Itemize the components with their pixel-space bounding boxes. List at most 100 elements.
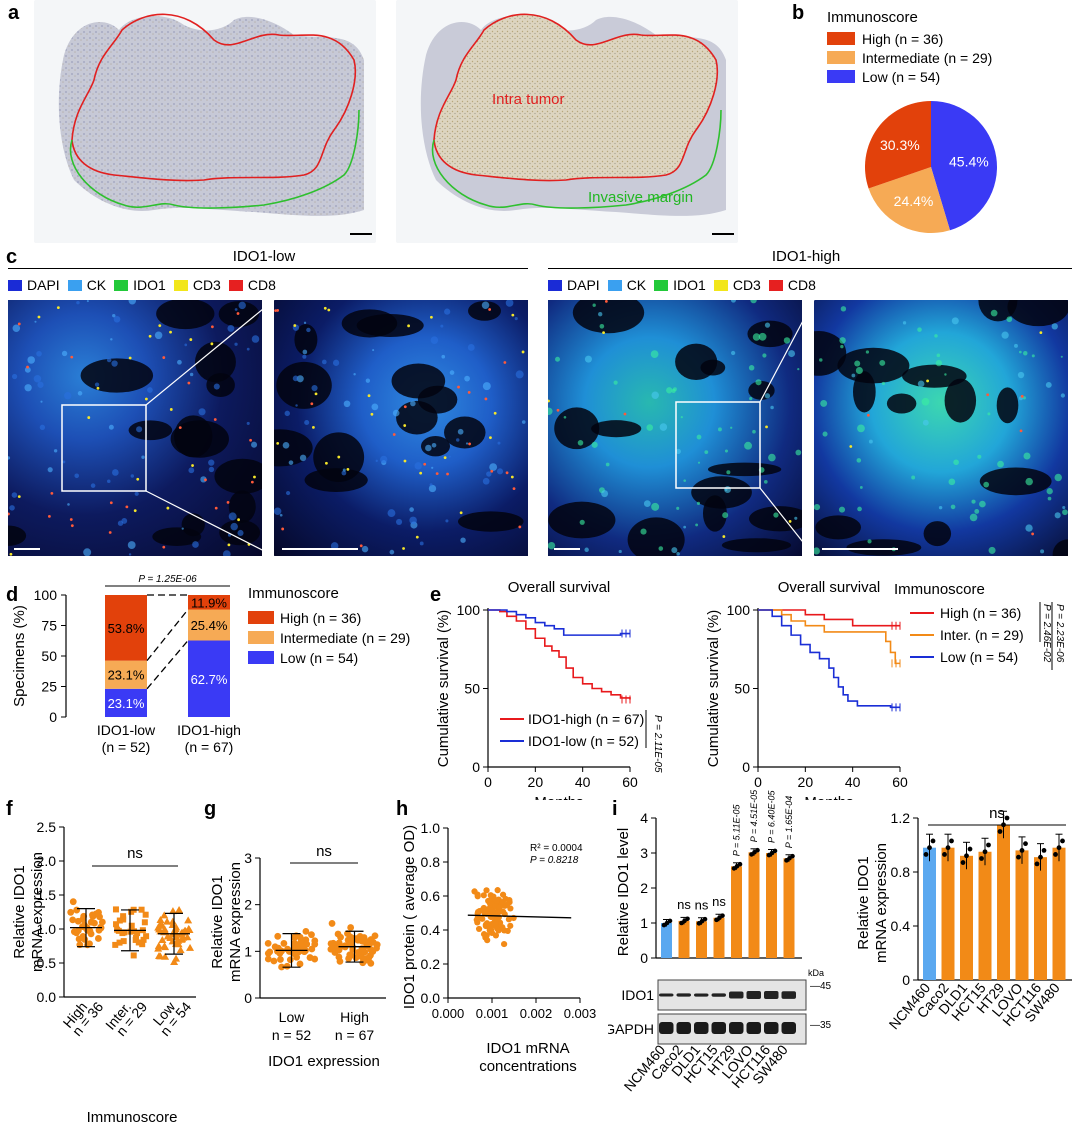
cell-signal xyxy=(482,477,490,485)
cell-signal xyxy=(696,434,702,440)
x-category-label: (n = 52) xyxy=(102,739,151,755)
legend-swatch xyxy=(228,280,243,291)
data-point xyxy=(170,958,179,966)
cell-signal xyxy=(306,327,311,333)
cell-signal xyxy=(814,547,820,555)
tissue-gap xyxy=(996,387,1019,424)
cell-signal xyxy=(77,391,83,396)
regression-line xyxy=(467,914,572,919)
data-point xyxy=(277,956,284,963)
cell-signal xyxy=(9,505,15,511)
legend-title: Immunoscore xyxy=(248,585,339,602)
t-cell-dot xyxy=(237,518,240,522)
cell-signal xyxy=(389,549,395,555)
survival-curve xyxy=(758,609,900,627)
data-point xyxy=(296,960,304,968)
significance-label: ns xyxy=(127,845,143,862)
legend-label: Low (n = 54) xyxy=(280,650,358,666)
cell-signal xyxy=(1006,316,1013,323)
cell-signal xyxy=(840,344,844,349)
p-value-label: P = 4.51E-05 xyxy=(749,790,759,842)
cell-signal xyxy=(697,461,701,464)
if-image-ido1-high-zoom xyxy=(814,300,1068,556)
cell-signal xyxy=(112,313,116,318)
t-cell-dot xyxy=(125,505,129,509)
x-category-label: Low xyxy=(279,1009,306,1025)
data-point xyxy=(283,962,291,970)
cell-signal xyxy=(332,359,340,366)
legend-label: CD8 xyxy=(247,277,276,293)
significance-label: ns xyxy=(677,897,691,912)
replicate-point xyxy=(942,852,947,857)
legend-label: CK xyxy=(626,277,647,293)
replicate-point xyxy=(1060,838,1065,844)
panel-letter-g: g xyxy=(204,798,217,820)
t-cell-dot xyxy=(158,324,162,328)
t-cell-dot xyxy=(166,506,170,510)
t-cell-dot xyxy=(1019,429,1023,433)
cell-signal xyxy=(496,468,504,475)
t-cell-dot xyxy=(402,547,405,550)
cell-signal xyxy=(1051,323,1058,330)
cell-signal xyxy=(61,350,68,357)
panel-letter-a: a xyxy=(8,2,20,24)
x-category-label: High xyxy=(340,1009,369,1025)
cell-signal xyxy=(141,455,145,459)
cell-signal xyxy=(934,334,938,338)
data-point xyxy=(505,916,512,923)
panel-letter-b: b xyxy=(792,2,805,24)
data-point xyxy=(347,924,355,931)
data-point xyxy=(176,946,185,954)
cell-signal xyxy=(467,344,475,351)
cell-signal xyxy=(177,359,182,365)
y-tick-label: 50 xyxy=(734,681,750,697)
y-axis-label: mRNA expression xyxy=(227,862,244,982)
data-point xyxy=(496,904,503,911)
stacked-bar-segment xyxy=(105,595,147,661)
cell-signal xyxy=(113,315,121,323)
data-point xyxy=(493,897,500,904)
data-point xyxy=(116,917,123,924)
cell-signal xyxy=(251,441,258,448)
t-cell-dot xyxy=(133,509,137,513)
t-cell-dot xyxy=(312,425,315,429)
p-value-label: P = 6.40E-05 xyxy=(767,790,777,843)
pie-slice-label: 30.3% xyxy=(880,137,920,153)
data-point xyxy=(363,942,371,950)
cell-signal xyxy=(974,508,980,514)
y-axis-label: mRNA expression xyxy=(29,852,46,972)
t-cell-dot xyxy=(276,309,280,312)
t-cell-dot xyxy=(310,402,314,406)
pie-legend-swatch xyxy=(827,32,855,45)
cell-signal xyxy=(744,441,752,450)
cell-signal xyxy=(794,516,798,520)
data-point xyxy=(484,937,491,944)
tissue-gap xyxy=(979,467,1052,496)
cell-signal xyxy=(584,355,592,363)
t-cell-dot xyxy=(50,491,54,495)
cell-signal xyxy=(234,342,238,346)
cell-signal xyxy=(938,505,943,510)
dashed-connector xyxy=(146,609,189,662)
t-cell-dot xyxy=(314,392,318,396)
cell-signal xyxy=(724,449,728,453)
t-cell-dot xyxy=(37,315,41,319)
cell-signal xyxy=(111,360,118,367)
cell-signal xyxy=(730,426,733,429)
x-tick-label: 0.001 xyxy=(476,1006,509,1021)
cell-signal xyxy=(695,523,699,527)
cell-signal xyxy=(53,449,58,453)
cell-signal xyxy=(764,393,771,399)
cell-signal xyxy=(857,506,862,512)
t-cell-dot xyxy=(467,390,471,394)
data-point xyxy=(264,955,272,963)
t-cell-dot xyxy=(788,520,792,523)
data-point xyxy=(503,901,511,908)
cell-signal xyxy=(640,528,647,535)
cell-signal xyxy=(1023,452,1031,460)
data-point xyxy=(329,939,337,947)
y-axis-label: Cumulative survival (%) xyxy=(705,610,722,768)
tissue-gap xyxy=(8,525,27,546)
cell-signal xyxy=(189,372,194,377)
data-point xyxy=(67,908,75,916)
